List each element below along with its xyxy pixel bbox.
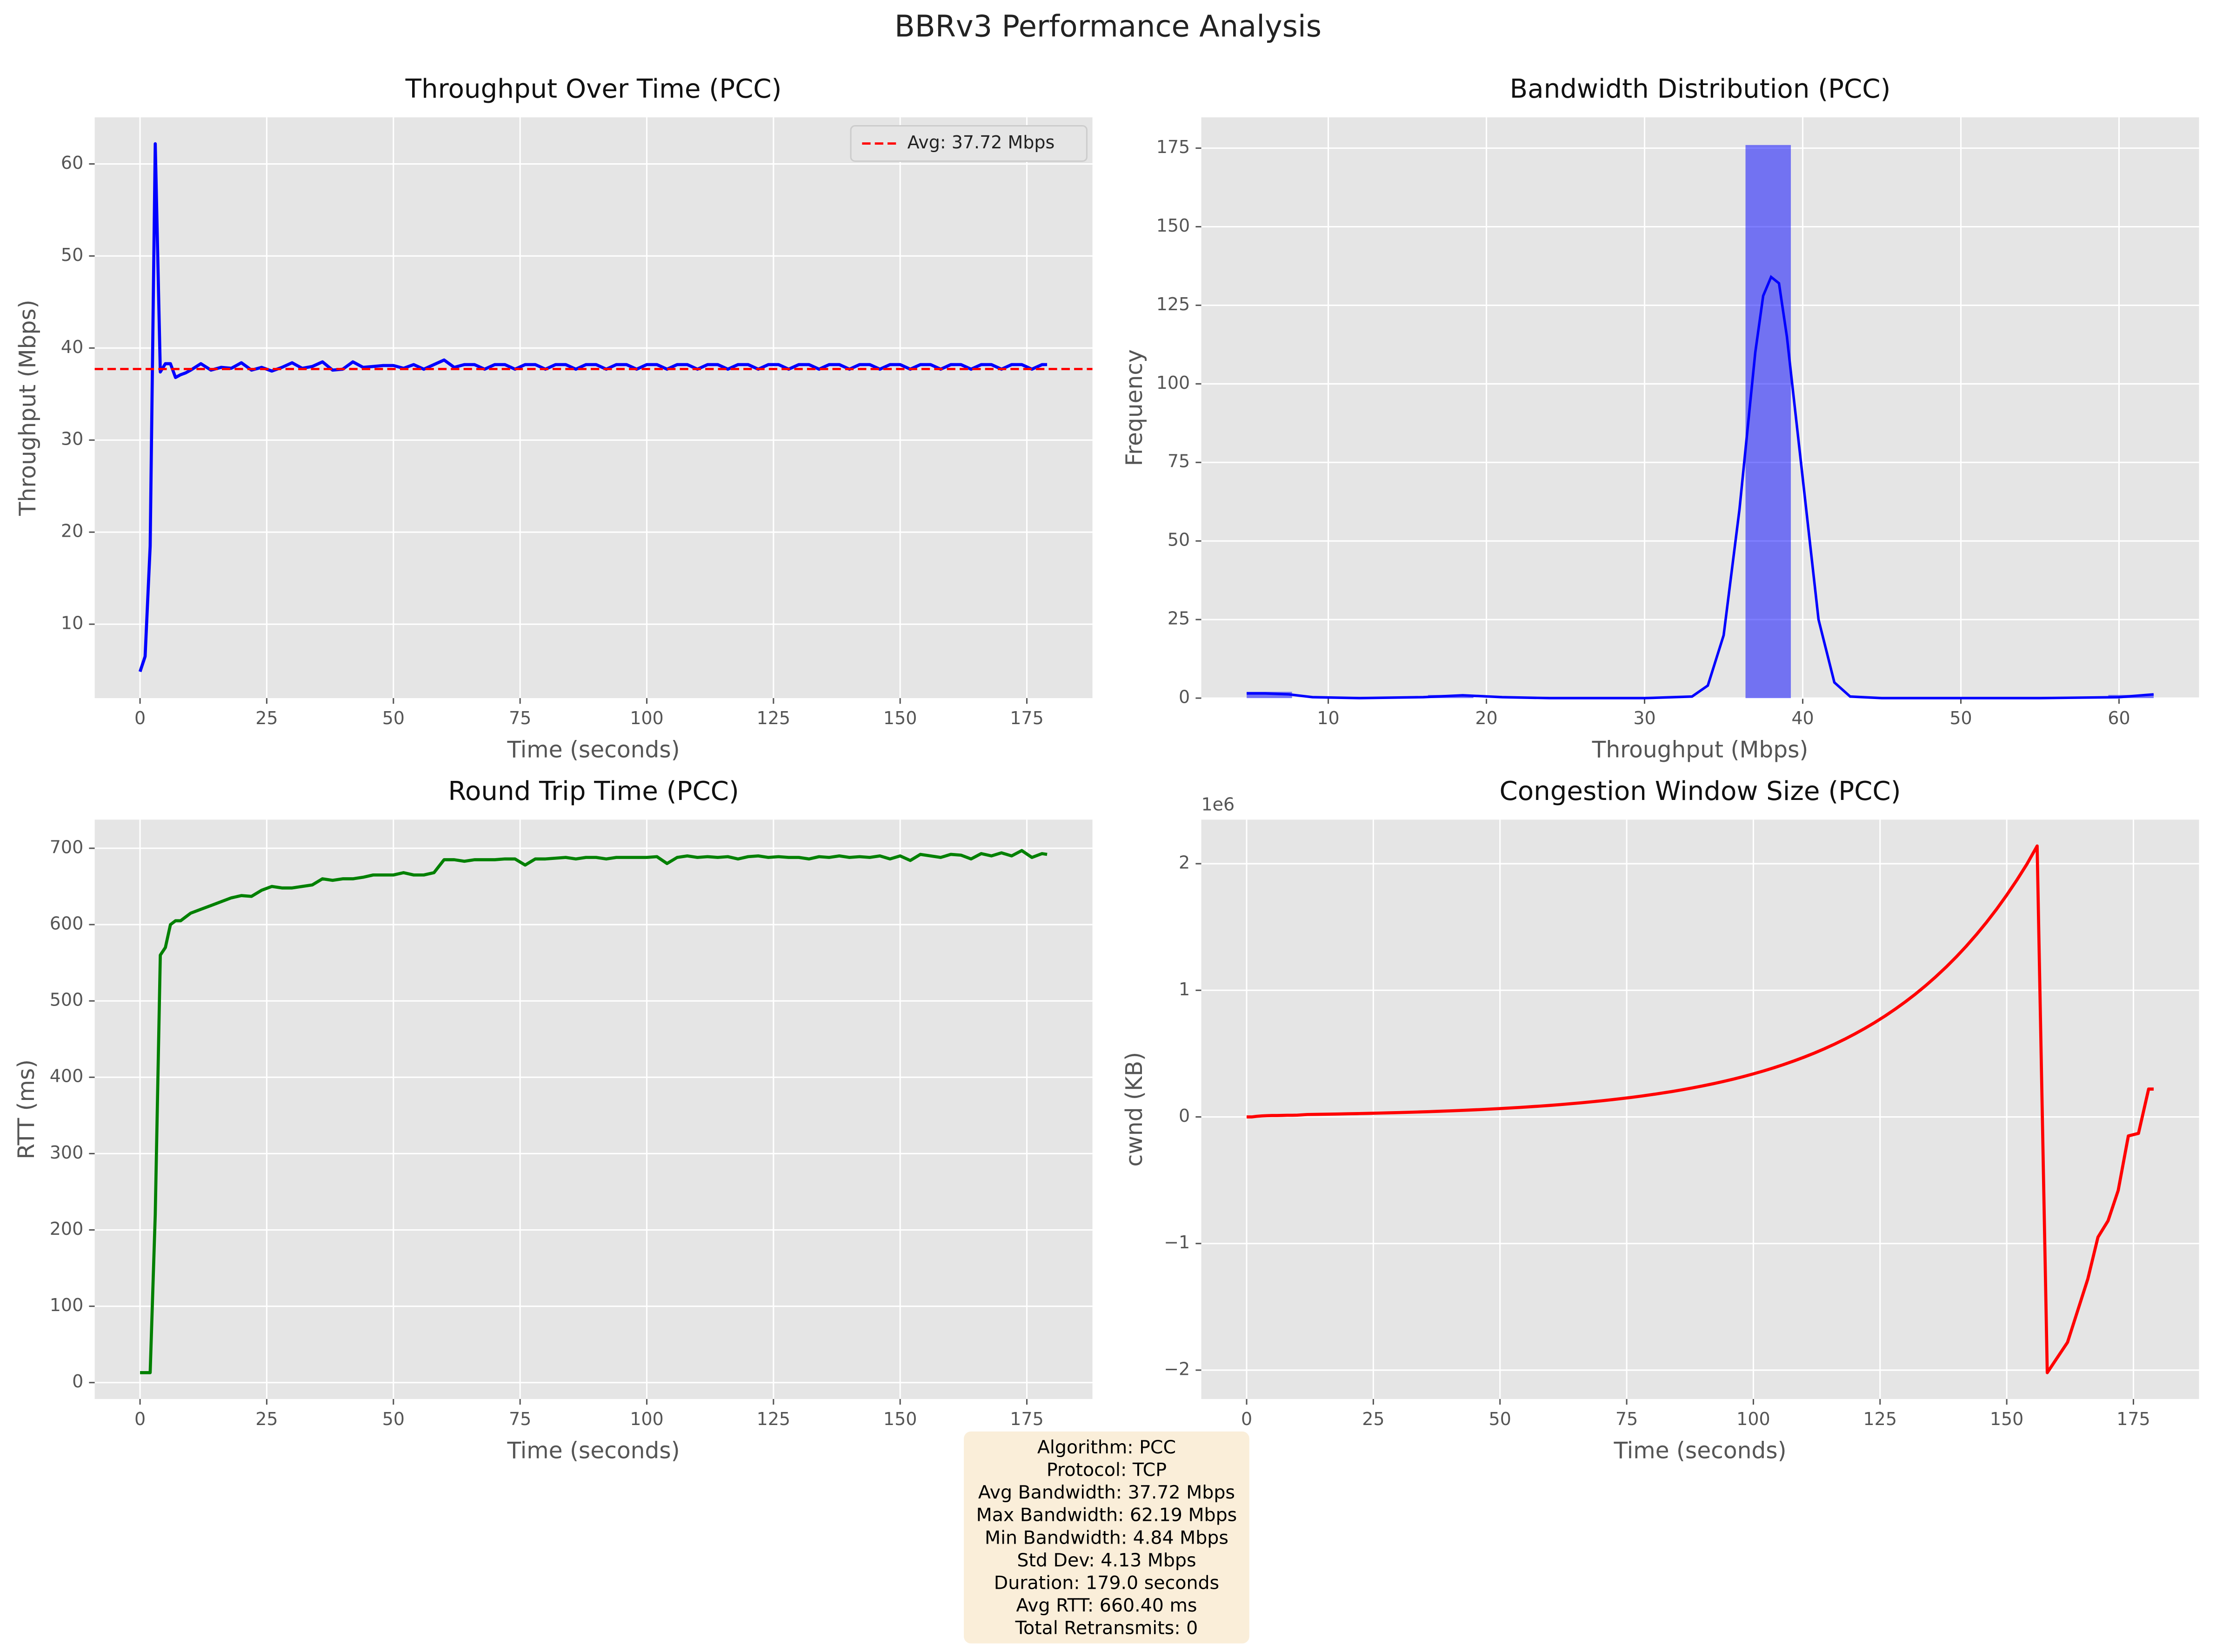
y-tick-label: 50: [61, 245, 83, 265]
x-axis-label: Time (seconds): [507, 1438, 680, 1464]
x-tick-label: 25: [1362, 1409, 1384, 1429]
plot-area: [1201, 819, 2199, 1399]
kde-line: [1247, 275, 2154, 699]
y-tick-label: 150: [1156, 215, 1190, 236]
y-axis-label: RTT (ms): [13, 1059, 40, 1159]
x-tick-label: 100: [630, 708, 663, 728]
axis-offset-label: 1e6: [1201, 794, 1235, 814]
x-tick-label: 25: [255, 1409, 278, 1429]
y-tick-label: 1: [1179, 979, 1190, 999]
stats-line: Avg Bandwidth: 37.72 Mbps: [978, 1482, 1235, 1503]
plot-area: [94, 117, 1093, 699]
x-axis-label: Throughput (Mbps): [1592, 737, 1809, 763]
data-line: [140, 849, 1048, 1374]
legend-label: Avg: 37.72 Mbps: [908, 132, 1055, 153]
x-tick-label: 50: [382, 708, 405, 728]
y-tick-label: 500: [50, 990, 83, 1010]
x-axis-label: Time (seconds): [1614, 1438, 1787, 1464]
x-tick-label: 0: [1241, 1409, 1252, 1429]
y-tick-label: 0: [1179, 1106, 1190, 1126]
chart-title: Congestion Window Size (PCC): [1500, 776, 1901, 806]
y-tick-label: 75: [1168, 451, 1190, 472]
y-tick-label: 20: [61, 521, 83, 541]
x-tick-label: 30: [1633, 708, 1655, 728]
y-tick-label: 30: [61, 429, 83, 449]
x-tick-label: 75: [509, 1409, 531, 1429]
y-tick-label: 300: [50, 1142, 83, 1163]
x-tick-label: 125: [757, 708, 790, 728]
y-tick-label: 60: [61, 153, 83, 173]
y-tick-label: 0: [1179, 687, 1190, 707]
plot-area: [94, 819, 1093, 1399]
x-axis-label: Time (seconds): [507, 737, 680, 763]
x-tick-label: 175: [1010, 708, 1043, 728]
y-axis-label: cwnd (KB): [1121, 1052, 1148, 1167]
y-tick-label: 100: [1156, 373, 1190, 393]
y-tick-label: 2: [1179, 853, 1190, 873]
x-tick-label: 125: [757, 1409, 790, 1429]
chart-title: Round Trip Time (PCC): [448, 776, 739, 806]
x-tick-label: 150: [883, 708, 917, 728]
y-tick-label: 40: [61, 337, 83, 357]
x-tick-label: 175: [2116, 1409, 2150, 1429]
stats-line: Avg RTT: 660.40 ms: [1016, 1595, 1197, 1616]
x-tick-label: 100: [630, 1409, 663, 1429]
x-tick-label: 0: [134, 708, 146, 728]
stats-line: Min Bandwidth: 4.84 Mbps: [985, 1527, 1228, 1548]
data-line: [1247, 844, 2154, 1374]
x-tick-label: 25: [255, 708, 278, 728]
y-tick-label: 700: [50, 837, 83, 857]
stats-line: Protocol: TCP: [1047, 1459, 1167, 1480]
y-tick-label: 175: [1156, 137, 1190, 157]
stats-line: Algorithm: PCC: [1037, 1437, 1176, 1458]
stats-line: Duration: 179.0 seconds: [994, 1572, 1219, 1594]
y-tick-label: −1: [1164, 1232, 1190, 1252]
x-tick-label: 75: [509, 708, 531, 728]
y-tick-label: −2: [1164, 1359, 1190, 1379]
figure-title: BBRv3 Performance Analysis: [894, 9, 1322, 44]
y-axis-label: Frequency: [1121, 349, 1148, 466]
chart-title: Throughput Over Time (PCC): [405, 74, 782, 104]
stats-box: [964, 1431, 1249, 1644]
x-tick-label: 0: [134, 1409, 146, 1429]
y-tick-label: 0: [72, 1371, 83, 1392]
legend-box: [850, 125, 1088, 162]
x-tick-label: 20: [1475, 708, 1497, 728]
x-tick-label: 60: [2108, 708, 2130, 728]
y-tick-label: 10: [61, 613, 83, 633]
x-tick-label: 10: [1317, 708, 1339, 728]
histogram-bar: [1745, 145, 1791, 699]
y-tick-label: 400: [50, 1066, 83, 1086]
y-axis-label: Throughput (Mbps): [15, 300, 41, 516]
y-tick-label: 50: [1168, 530, 1190, 550]
x-tick-label: 150: [883, 1409, 917, 1429]
y-tick-label: 100: [50, 1295, 83, 1315]
chart-title: Bandwidth Distribution (PCC): [1510, 74, 1891, 104]
x-tick-label: 150: [1990, 1409, 2023, 1429]
x-tick-label: 175: [1010, 1409, 1043, 1429]
x-tick-label: 50: [1949, 708, 1972, 728]
x-tick-label: 125: [1863, 1409, 1897, 1429]
x-tick-label: 50: [1489, 1409, 1511, 1429]
x-tick-label: 100: [1736, 1409, 1770, 1429]
x-tick-label: 75: [1615, 1409, 1638, 1429]
x-tick-label: 40: [1791, 708, 1814, 728]
y-tick-label: 200: [50, 1219, 83, 1239]
stats-line: Max Bandwidth: 62.19 Mbps: [976, 1505, 1237, 1526]
y-tick-label: 600: [50, 913, 83, 933]
x-tick-label: 50: [382, 1409, 405, 1429]
y-tick-label: 125: [1156, 294, 1190, 314]
plot-area: [1201, 117, 2199, 699]
stats-line: Total Retransmits: 0: [1015, 1618, 1198, 1639]
stats-line: Std Dev: 4.13 Mbps: [1017, 1550, 1196, 1571]
y-tick-label: 25: [1168, 608, 1190, 629]
